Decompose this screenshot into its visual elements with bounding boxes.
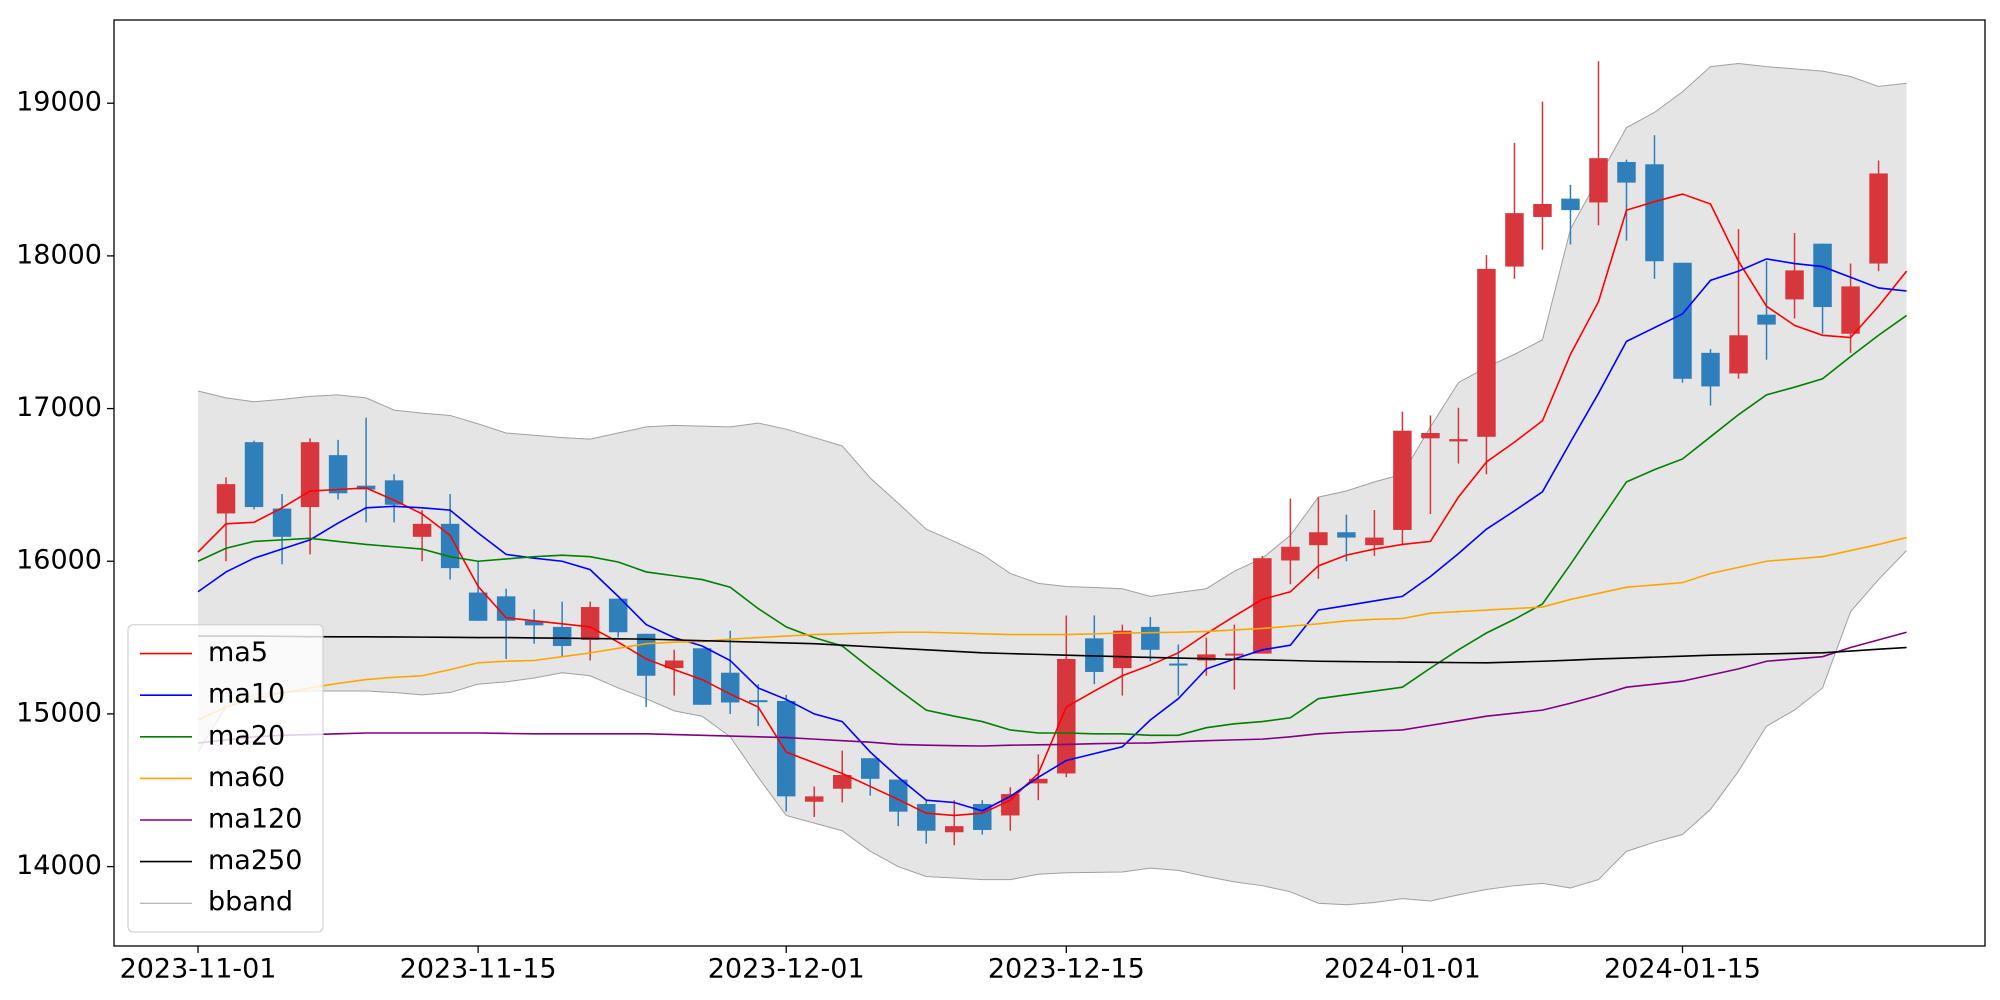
candle-body <box>244 442 264 508</box>
x-tick-label: 2023-12-01 <box>708 954 865 985</box>
band-edge <box>197 550 1907 906</box>
candle-body <box>1309 532 1328 546</box>
candle-body <box>1029 778 1048 784</box>
candle-body <box>1701 352 1720 387</box>
candle-body <box>216 484 236 514</box>
legend-box <box>127 624 324 933</box>
candle-body <box>1813 243 1832 308</box>
candle-body <box>1225 653 1244 656</box>
candle-body <box>1477 268 1496 437</box>
line-ma60 <box>197 536 1907 721</box>
candle-body <box>1785 270 1804 300</box>
candle-body <box>300 442 320 508</box>
candle-body <box>804 796 824 802</box>
candle-body <box>1449 439 1468 442</box>
candle-body <box>1617 161 1636 183</box>
band-area <box>198 63 1907 905</box>
candle-body <box>776 700 796 797</box>
candle-body <box>1589 158 1608 203</box>
candle-body <box>720 672 740 703</box>
line-ma5 <box>197 193 1908 817</box>
y-tick-label: 16000 <box>16 545 102 576</box>
y-tick-label: 18000 <box>16 239 102 270</box>
candle-body <box>1421 432 1440 439</box>
candle-body <box>524 620 544 626</box>
candle-body <box>832 774 852 789</box>
candle-body <box>1673 262 1692 379</box>
y-tick-label: 15000 <box>16 697 102 728</box>
candle-body <box>1365 537 1384 546</box>
candle-body <box>1841 286 1860 334</box>
candle-body <box>1197 654 1216 661</box>
candle-body <box>552 626 572 646</box>
candle-body <box>1645 164 1664 262</box>
candle-body <box>328 455 348 494</box>
candle-body <box>1001 794 1020 816</box>
legend-label: ma10 <box>208 679 285 710</box>
candle-body <box>608 598 628 633</box>
y-tick-label: 19000 <box>16 87 102 118</box>
candle-body <box>1757 314 1776 325</box>
line-ma20 <box>197 314 1908 737</box>
candle-body <box>1113 630 1132 669</box>
candle-body <box>1281 546 1300 561</box>
y-tick-label: 17000 <box>16 392 102 423</box>
legend-label: ma20 <box>208 720 285 751</box>
candle-body <box>384 480 404 505</box>
candle-body <box>1533 203 1552 217</box>
x-tick-label: 2023-11-01 <box>120 954 277 985</box>
x-tick-label: 2023-11-15 <box>400 954 557 985</box>
candle-body <box>580 607 600 640</box>
x-tick-label: 2023-12-15 <box>988 954 1145 985</box>
candle-body <box>1141 626 1160 650</box>
y-tick-label: 14000 <box>16 850 102 881</box>
candle-body <box>1869 173 1888 264</box>
line-ma120 <box>197 631 1907 747</box>
plot-frame <box>113 19 1986 947</box>
candle-body <box>1505 213 1524 267</box>
candle-body <box>692 648 712 705</box>
candle-body <box>748 700 768 703</box>
candle-body <box>664 660 684 669</box>
x-tick-label: 2024-01-15 <box>1604 954 1761 985</box>
legend-label: ma120 <box>208 804 302 835</box>
candle-body <box>1057 658 1076 774</box>
candle-body <box>468 592 488 621</box>
candle-body <box>1729 335 1748 374</box>
candle-body <box>1253 558 1272 654</box>
candle-body <box>945 826 964 833</box>
legend-label: bband <box>208 887 293 918</box>
line-ma250 <box>198 635 1907 664</box>
candle-body <box>889 779 908 812</box>
candle-body <box>860 758 880 779</box>
candle-body <box>1169 663 1188 666</box>
candle-body <box>272 508 292 537</box>
legend-label: ma5 <box>208 637 268 668</box>
candle-body <box>1337 532 1356 538</box>
candle-body <box>412 523 432 537</box>
candle-body <box>1393 430 1412 530</box>
candle-body <box>1561 198 1580 211</box>
band-edge <box>197 63 1907 597</box>
candle-body <box>496 596 516 621</box>
legend-label: ma250 <box>208 845 302 876</box>
x-tick-label: 2024-01-01 <box>1324 954 1481 985</box>
legend: ma5 ma10 ma20 ma60 ma120 ma250 bband <box>127 624 324 933</box>
line-ma10 <box>197 258 1907 812</box>
legend-label: ma60 <box>208 762 285 793</box>
candle-body <box>917 804 936 831</box>
